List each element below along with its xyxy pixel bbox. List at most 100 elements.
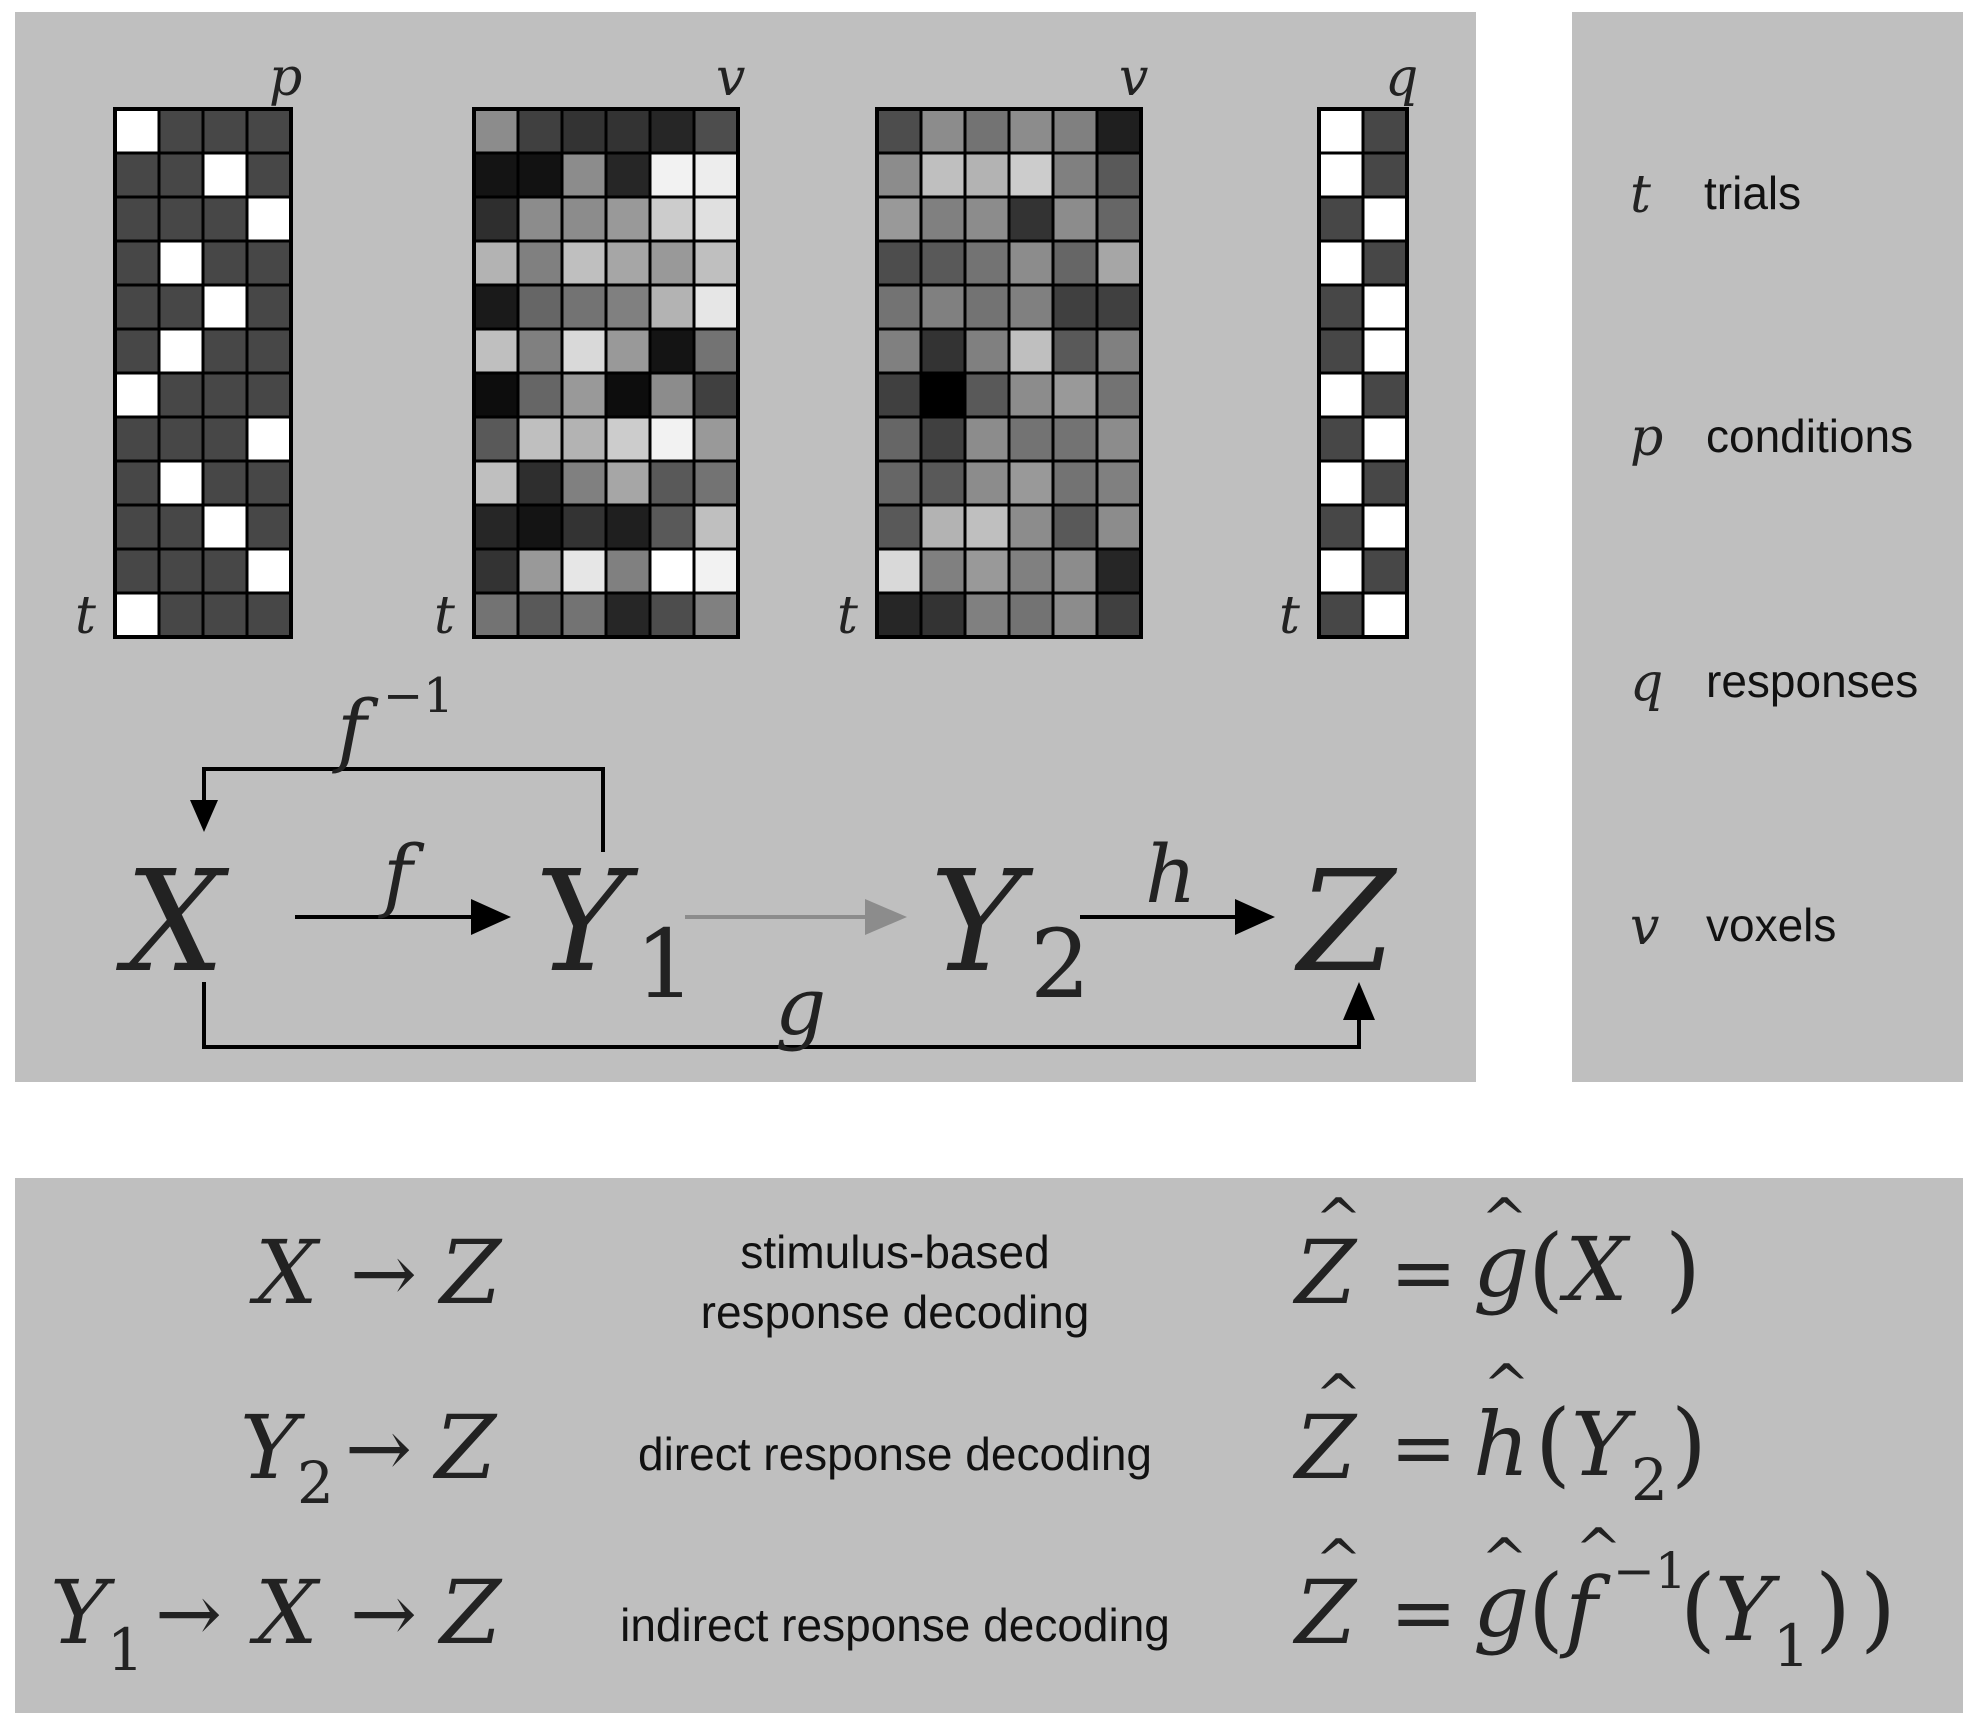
matrix-cell: [1095, 195, 1143, 243]
matrix-cell: [1317, 195, 1365, 243]
matrix-cell: [692, 195, 740, 243]
y1-y2-arrowhead: [865, 899, 907, 935]
matrix-cell: [648, 371, 696, 419]
method-row-stimulus-based: X → Z stimulus-based response decoding Z…: [249, 1187, 1701, 1338]
matrix-border: [1317, 107, 1409, 639]
matrix-cell: [648, 503, 696, 551]
matrix-cell: [1361, 459, 1409, 507]
matrix-cell: [113, 591, 161, 639]
decoding-methods-panel: X → Z stimulus-based response decoding Z…: [15, 1178, 1963, 1713]
matrix-cell: [875, 503, 923, 551]
matrix-cell: [692, 591, 740, 639]
mapping-diagram: X Y 1 Y 2 Z f h g f −1: [115, 668, 1398, 1053]
legend-item-v: v voxels: [1630, 897, 1836, 957]
matrix-cell: [1007, 107, 1055, 155]
matrix-cell: [692, 371, 740, 419]
node-x: X: [115, 841, 230, 1004]
legend-symbol: q: [1630, 653, 1663, 713]
matrix-border: [472, 107, 740, 639]
matrix-row-dimension-label: t: [837, 586, 858, 646]
matrix-cell: [648, 283, 696, 331]
matrix-cell: [245, 503, 293, 551]
method-label: direct response decoding: [638, 1428, 1152, 1480]
matrix-cell: [560, 371, 608, 419]
matrix-cell: [1361, 591, 1409, 639]
matrix-cell: [875, 239, 923, 287]
matrix-cell: [648, 415, 696, 463]
path-y: Y: [50, 1561, 116, 1664]
matrix-cell: [1095, 503, 1143, 551]
matrix-cell: [157, 283, 205, 331]
matrix-cell: [963, 503, 1011, 551]
matrix-cell: [1007, 415, 1055, 463]
matrix-z: qt: [1279, 48, 1418, 646]
matrix-cell: [919, 195, 967, 243]
matrix-cell: [1007, 195, 1055, 243]
matrix-cell: [648, 327, 696, 375]
matrix-cell: [692, 327, 740, 375]
matrix-cell: [1317, 459, 1365, 507]
matrix-cell: [604, 459, 652, 507]
formula-hat: ^: [1315, 1363, 1362, 1428]
node-y2: Y: [930, 841, 1034, 1004]
formula-x: X: [1559, 1218, 1631, 1321]
path-y: Y: [240, 1396, 306, 1499]
matrix-cell: [560, 195, 608, 243]
matrix-cell: [875, 283, 923, 331]
legend-symbol: p: [1630, 408, 1663, 468]
matrix-cell: [919, 107, 967, 155]
matrix-cell: [1007, 503, 1055, 551]
matrix-cell: [1095, 547, 1143, 595]
matrix-cell: [919, 459, 967, 507]
matrix-cell: [516, 503, 564, 551]
matrix-cell: [245, 151, 293, 199]
matrix-cell: [201, 371, 249, 419]
matrix-cell: [919, 327, 967, 375]
matrix-cell: [1361, 151, 1409, 199]
matrix-cell: [157, 239, 205, 287]
legend-label: responses: [1706, 655, 1918, 707]
matrix-cell: [472, 371, 520, 419]
f-arrowhead: [471, 899, 511, 935]
matrix-cell: [472, 503, 520, 551]
decoding-methods: X → Z stimulus-based response decoding Z…: [50, 1187, 1896, 1684]
matrix-cell: [1051, 459, 1099, 507]
matrix-cell: [1361, 195, 1409, 243]
matrix-cell: [604, 415, 652, 463]
matrix-cell: [875, 151, 923, 199]
matrix-cell: [113, 327, 161, 375]
legend-label: conditions: [1706, 410, 1913, 462]
formula-ghat: g: [1473, 1214, 1529, 1317]
matrix-cell: [472, 151, 520, 199]
matrix-cell: [1095, 151, 1143, 199]
matrix-cell: [1317, 239, 1365, 287]
matrix-cell: [648, 239, 696, 287]
matrix-cell: [963, 371, 1011, 419]
matrix-cell: [201, 283, 249, 331]
matrix-cell: [113, 503, 161, 551]
matrix-cell: [472, 239, 520, 287]
matrix-cell: [472, 107, 520, 155]
matrix-cell: [604, 327, 652, 375]
edge-label-h: h: [1145, 828, 1197, 921]
legend-symbol: t: [1630, 165, 1651, 225]
formula-zhat: Z: [1292, 1561, 1358, 1664]
matrix-cell: [1051, 239, 1099, 287]
method-label: indirect response decoding: [620, 1599, 1170, 1651]
matrix-cell: [963, 239, 1011, 287]
matrix-cell: [1007, 547, 1055, 595]
matrix-cell: [692, 459, 740, 507]
matrix-cell: [516, 195, 564, 243]
formula-hat: ^: [1315, 1528, 1362, 1593]
path-x: X: [249, 1221, 321, 1324]
matrix-cell: [648, 591, 696, 639]
matrix-cell: [157, 107, 205, 155]
path-arrow: →: [155, 1567, 222, 1660]
matrix-cell: [648, 151, 696, 199]
path-arrow: →: [345, 1402, 412, 1495]
formula-hat: ^: [1315, 1187, 1362, 1252]
matrix-cell: [963, 459, 1011, 507]
matrix-cell: [1007, 371, 1055, 419]
path-z: Z: [432, 1396, 498, 1499]
